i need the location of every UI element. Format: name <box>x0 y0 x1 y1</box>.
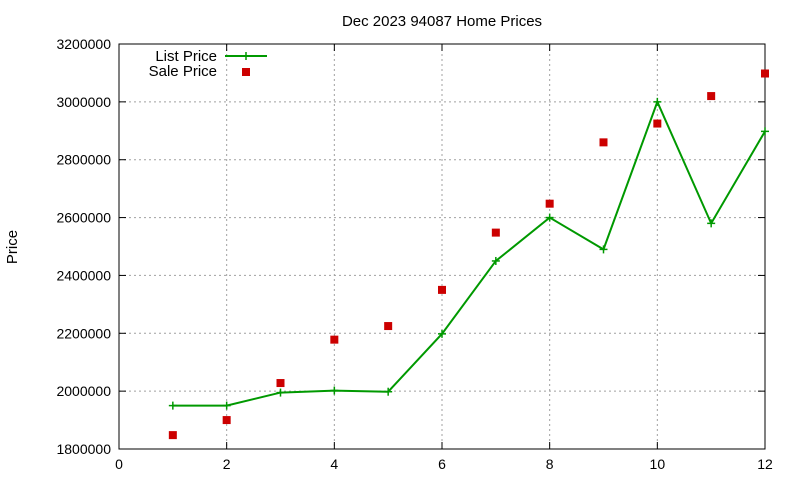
list-price-point <box>276 388 285 397</box>
legend-plus-marker <box>242 52 250 60</box>
sale-price-point <box>330 335 339 344</box>
sale-price-point <box>276 379 285 388</box>
list-price-point <box>707 219 716 228</box>
list-price-point <box>653 97 662 106</box>
axis-ticks: 0 2 4 6 8 10 12 1800000 2000000 2200000 2400000 260… <box>56 36 773 472</box>
chart-title: Dec 2023 94087 Home Prices <box>342 13 542 30</box>
y-axis-label: Price <box>4 230 21 264</box>
y-tick-label: 3000000 <box>56 94 111 110</box>
legend-marker-list-price <box>242 52 250 60</box>
list-price-point <box>761 127 769 136</box>
sale-price-point <box>653 119 662 128</box>
sale-price-point <box>168 431 177 440</box>
sale-price-point <box>707 92 716 101</box>
sale-price-point <box>384 322 393 331</box>
list-price-point <box>222 401 231 410</box>
sale-price-point <box>222 416 231 425</box>
list-price-point <box>330 386 339 395</box>
x-tick-label: 12 <box>757 456 773 472</box>
sale-price-point <box>599 138 608 147</box>
x-tick-label: 4 <box>330 456 338 472</box>
sale-price-point <box>491 228 500 237</box>
list-price-point <box>384 387 393 396</box>
legend-marker-sale-price <box>242 68 250 76</box>
x-tick-label: 8 <box>546 456 554 472</box>
y-tick-label: 2600000 <box>56 210 111 226</box>
series <box>168 69 769 440</box>
y-tick-label: 3200000 <box>56 36 111 52</box>
y-tick-label: 2200000 <box>56 325 111 341</box>
x-tick-label: 2 <box>223 456 231 472</box>
sale-price-point <box>438 285 446 294</box>
list-price-point <box>599 245 608 254</box>
y-tick-label: 1800000 <box>56 441 111 457</box>
list-price-point <box>438 329 446 338</box>
legend-label-list-price: List Price <box>155 48 217 65</box>
y-tick-label: 2000000 <box>56 383 111 399</box>
list-price-point <box>491 256 500 265</box>
list-price-point <box>168 401 177 410</box>
legend: List Price Sale Price <box>149 48 267 80</box>
legend-label-sale-price: Sale Price <box>149 63 217 80</box>
list-price-point <box>545 213 554 222</box>
sale-price-point <box>545 199 554 208</box>
series-line-list-price <box>172 99 766 407</box>
grid <box>119 44 765 449</box>
x-tick-label: 10 <box>650 456 666 472</box>
x-tick-label: 6 <box>438 456 446 472</box>
y-tick-label: 2800000 <box>56 152 111 168</box>
sale-price-point <box>761 69 769 78</box>
x-tick-label: 0 <box>115 456 123 472</box>
y-tick-label: 2400000 <box>56 267 111 283</box>
